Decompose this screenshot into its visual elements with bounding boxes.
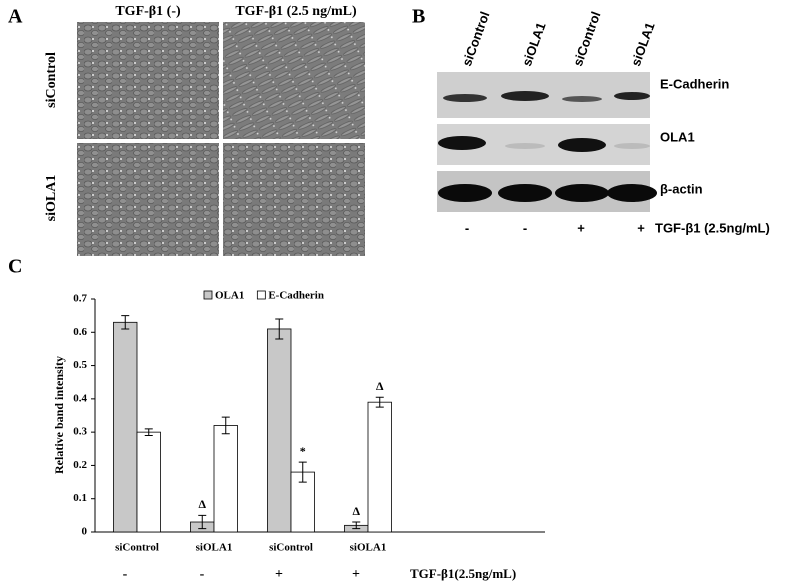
treatment-sign: -: [123, 567, 128, 582]
treatment-sign: -: [200, 567, 205, 582]
band-label: OLA1: [660, 129, 695, 144]
significance-marker: Δ: [198, 497, 206, 511]
x-tick-label: siControl: [269, 542, 313, 554]
treatment-sign: +: [275, 567, 283, 582]
lane-label: siControl: [459, 9, 493, 68]
micrograph: [77, 143, 219, 256]
significance-marker: *: [300, 444, 306, 458]
error-bar: [121, 315, 130, 330]
error-bar: [144, 428, 153, 436]
error-bar: [298, 461, 307, 483]
y-tick-label: 0.1: [73, 492, 87, 504]
y-tick-label: 0.5: [73, 359, 87, 371]
treatment-sign: -: [523, 220, 527, 235]
error-bar: [375, 396, 384, 408]
bar: [367, 401, 392, 533]
lane-label: siControl: [570, 9, 604, 68]
band-label: E-Cadherin: [660, 76, 729, 91]
legend-label: OLA1: [215, 290, 244, 302]
micrograph: [223, 143, 365, 256]
bar: [113, 321, 138, 533]
error-bar: [198, 514, 207, 530]
bar: [267, 328, 292, 533]
panel-label: B: [412, 6, 425, 28]
micrograph: [77, 22, 219, 139]
y-axis-title: Relative band intensity: [52, 356, 66, 474]
error-bar: [352, 521, 361, 530]
x-tick-label: siOLA1: [196, 542, 233, 554]
column-header: TGF-β1 (-): [115, 4, 181, 19]
panel-label: A: [8, 6, 23, 28]
legend-label: E-Cadherin: [268, 290, 324, 302]
treatment-sign: +: [577, 220, 585, 235]
y-tick-label: 0.4: [73, 392, 87, 404]
treatment-label: TGF-β1 (2.5ng/mL): [655, 220, 770, 235]
x-tick-label: siControl: [115, 542, 159, 554]
row-header: siControl: [44, 52, 59, 108]
y-tick-label: 0: [82, 526, 88, 538]
legend-swatch: [203, 290, 213, 300]
lane-label: siOLA1: [628, 20, 658, 68]
bar-chart: 0 0.1 0.2 0.3 0.4 0.5 0.6 0.7 siControl - siOLA1 - Δ…: [73, 290, 545, 582]
y-tick-label: 0.3: [73, 426, 87, 438]
x-tick-label: siOLA1: [350, 542, 387, 554]
row-header: siOLA1: [44, 175, 59, 222]
treatment-label: TGF-β1(2.5ng/mL): [410, 566, 516, 581]
panel-label: C: [8, 256, 22, 278]
micrograph: [223, 22, 365, 139]
bar: [136, 431, 161, 533]
y-tick-label: 0.2: [73, 459, 87, 471]
treatment-sign: +: [352, 567, 360, 582]
band-label: β-actin: [660, 181, 703, 196]
y-tick-label: 0.7: [73, 293, 87, 305]
treatment-sign: +: [637, 220, 645, 235]
bar: [213, 425, 238, 533]
legend-swatch: [256, 290, 266, 300]
y-tick-label: 0.6: [73, 326, 87, 338]
significance-marker: Δ: [376, 379, 384, 393]
error-bar: [275, 318, 284, 340]
error-bar: [221, 416, 230, 435]
significance-marker: Δ: [352, 504, 360, 518]
lane-label: siOLA1: [519, 20, 549, 68]
column-header: TGF-β1 (2.5 ng/mL): [235, 4, 357, 19]
treatment-sign: -: [465, 220, 469, 235]
western-blot: [437, 72, 657, 212]
